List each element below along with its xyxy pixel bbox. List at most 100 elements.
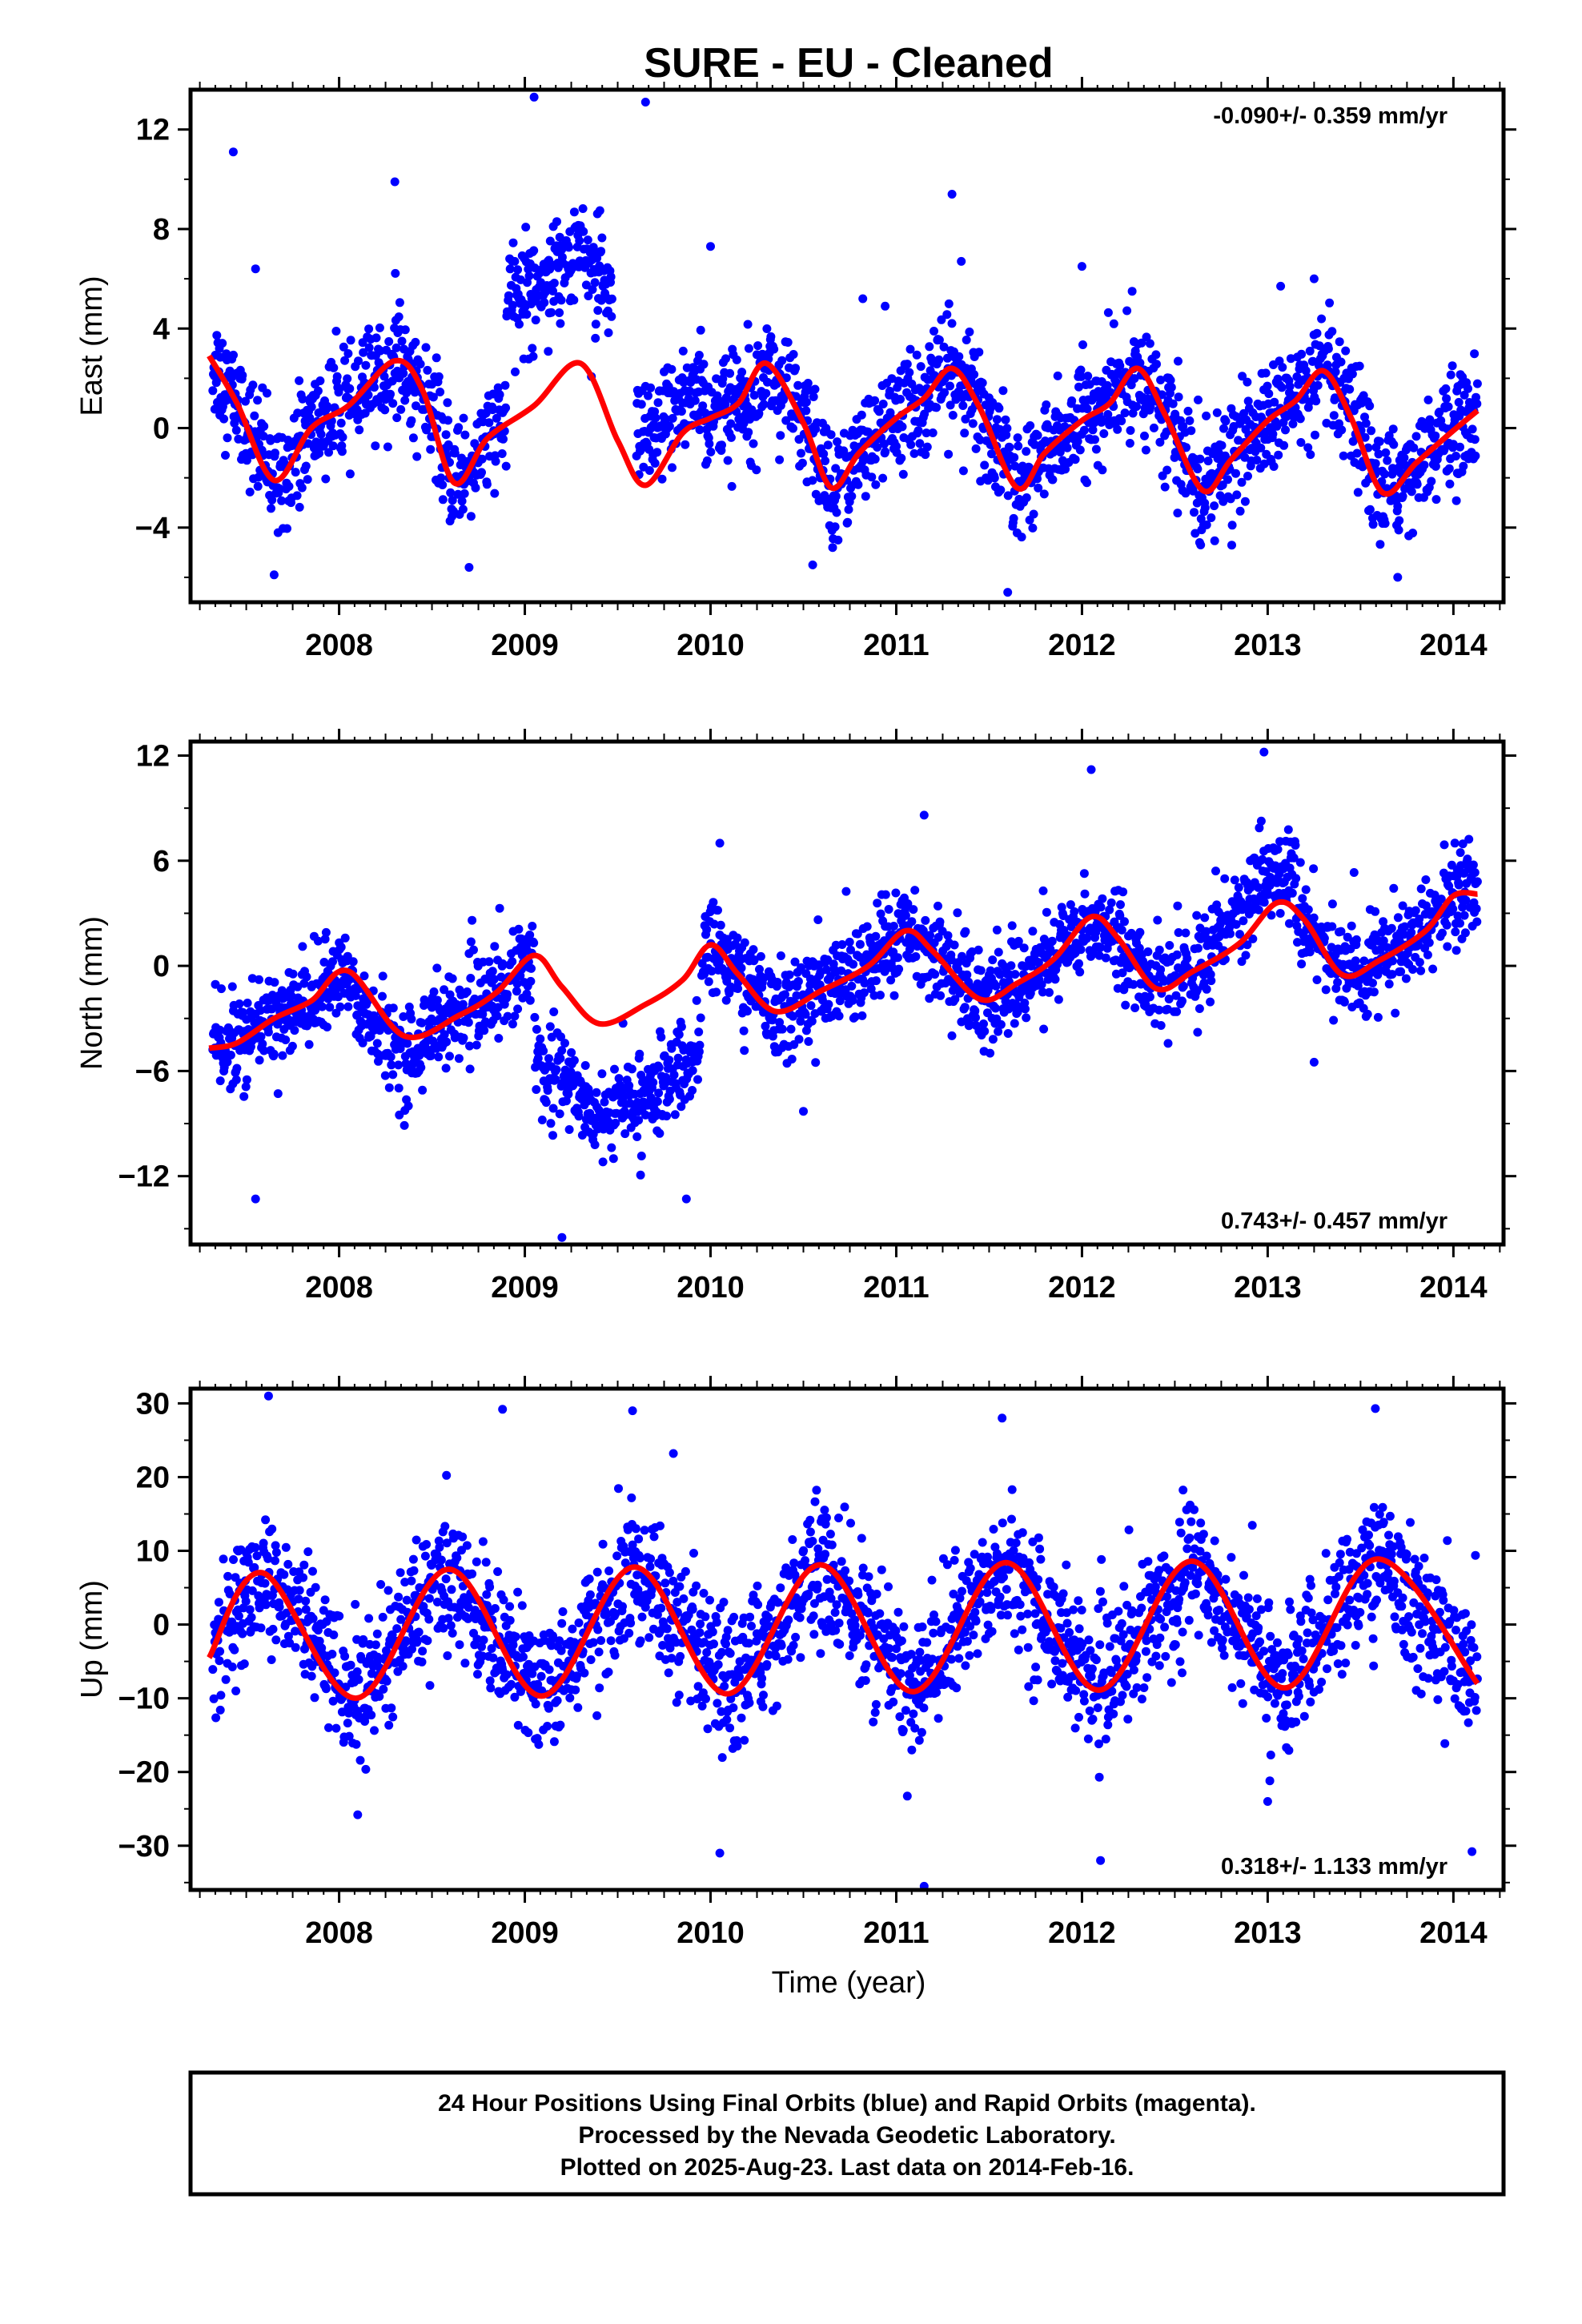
north-point-1648 [1135, 927, 1145, 937]
up-point-11 [214, 1598, 223, 1607]
east-point-662 [583, 235, 592, 245]
north-point-1040 [794, 1035, 804, 1044]
east-point-1899 [1313, 380, 1323, 390]
north-point-1550 [1079, 869, 1089, 879]
east-point-367 [412, 452, 422, 461]
north-point-2210 [1458, 839, 1468, 849]
north-point-2138 [1416, 884, 1426, 894]
east-point-1896 [1311, 396, 1321, 406]
north-point-827 [673, 1053, 683, 1063]
east-point-1733 [1219, 424, 1228, 433]
up-point-232 [340, 1651, 350, 1661]
east-point-63 [241, 396, 250, 406]
east-point-356 [407, 416, 416, 425]
north-point-620 [555, 1109, 564, 1119]
east-point-1129 [873, 443, 882, 452]
north-point-2232 [1470, 868, 1480, 877]
north-point-1115 [837, 940, 847, 949]
north-point-1069 [811, 1058, 821, 1068]
east-point-1671 [1186, 426, 1196, 436]
east-point-116 [271, 448, 279, 458]
east-point-71 [245, 487, 255, 497]
east-ytick-label-3: 8 [153, 213, 170, 247]
east-point-435 [454, 423, 464, 432]
east-point-235 [336, 418, 346, 428]
north-point-194 [313, 936, 323, 946]
east-point-1126 [871, 480, 881, 489]
east-point-1057 [833, 437, 842, 447]
up-point-459 [472, 1557, 481, 1566]
east-point-1118 [867, 472, 877, 482]
north-point-422 [441, 1063, 451, 1073]
north-point-666 [580, 1061, 590, 1070]
north-point-94 [258, 1039, 267, 1048]
east-point-1837 [1277, 383, 1287, 392]
east-point-1551 [1117, 416, 1126, 426]
east-point-190 [313, 386, 323, 396]
north-point-820 [669, 1070, 679, 1080]
east-point-831 [702, 456, 712, 465]
east-point-1482 [1078, 340, 1087, 349]
east-point-1296 [968, 419, 978, 428]
up-point-104 [267, 1524, 277, 1534]
north-point-1595 [1105, 905, 1114, 915]
east-model-line [207, 354, 1480, 497]
east-point-1921 [1327, 327, 1337, 336]
up-point-306 [382, 1676, 391, 1686]
east-point-1107 [861, 492, 870, 501]
up-point-47 [234, 1611, 243, 1621]
east-point-530 [508, 300, 517, 310]
east-outlier-6 [858, 294, 868, 304]
east-point-456 [466, 512, 476, 521]
east-point-570 [529, 246, 539, 255]
east-point-365 [412, 401, 420, 411]
north-point-1426 [1010, 1019, 1019, 1028]
up-point-155 [299, 1560, 309, 1570]
north-point-832 [677, 1102, 686, 1112]
east-point-1259 [947, 319, 957, 328]
north-point-1121 [841, 887, 851, 896]
north-point-795 [655, 1128, 665, 1138]
east-point-927 [759, 400, 769, 409]
east-point-759 [661, 415, 671, 424]
north-point-461 [465, 1041, 474, 1051]
north-point-201 [317, 1002, 327, 1011]
east-point-539 [513, 265, 523, 275]
east-point-1809 [1261, 368, 1271, 378]
up-point-473 [479, 1635, 488, 1645]
east-point-881 [732, 355, 741, 364]
east-point-1503 [1090, 435, 1099, 444]
north-point-471 [470, 994, 480, 1003]
east-point-1914 [1323, 344, 1333, 353]
east-point-567 [528, 344, 537, 353]
north-point-610 [548, 1104, 558, 1113]
north-point-1935 [1301, 885, 1311, 895]
up-point-285 [371, 1640, 380, 1650]
east-point-519 [501, 461, 511, 471]
east-point-1484 [1079, 425, 1089, 435]
east-point-1224 [928, 428, 938, 437]
east-point-915 [752, 465, 761, 475]
north-point-1397 [994, 947, 1003, 957]
north-point-1920 [1293, 938, 1302, 947]
north-point-2213 [1460, 911, 1469, 920]
east-point-599 [545, 236, 555, 246]
north-point-1153 [860, 979, 869, 988]
up-point-486 [485, 1676, 495, 1686]
north-point-2203 [1454, 880, 1464, 890]
north-point-756 [635, 1049, 644, 1059]
east-point-603 [548, 286, 557, 296]
up-point-254 [352, 1667, 362, 1676]
up-point-485 [485, 1582, 495, 1592]
east-point-196 [316, 429, 326, 439]
east-point-1765 [1237, 477, 1247, 487]
east-point-1559 [1122, 306, 1132, 316]
east-point-1599 [1145, 339, 1154, 348]
up-point-203 [324, 1723, 333, 1732]
east-outlier-17 [1393, 573, 1403, 582]
east-point-1010 [808, 476, 817, 485]
east-point-1814 [1264, 389, 1274, 399]
east-point-1838 [1278, 363, 1287, 372]
north-point-1353 [971, 1013, 980, 1023]
east-outlier-3 [529, 92, 539, 102]
